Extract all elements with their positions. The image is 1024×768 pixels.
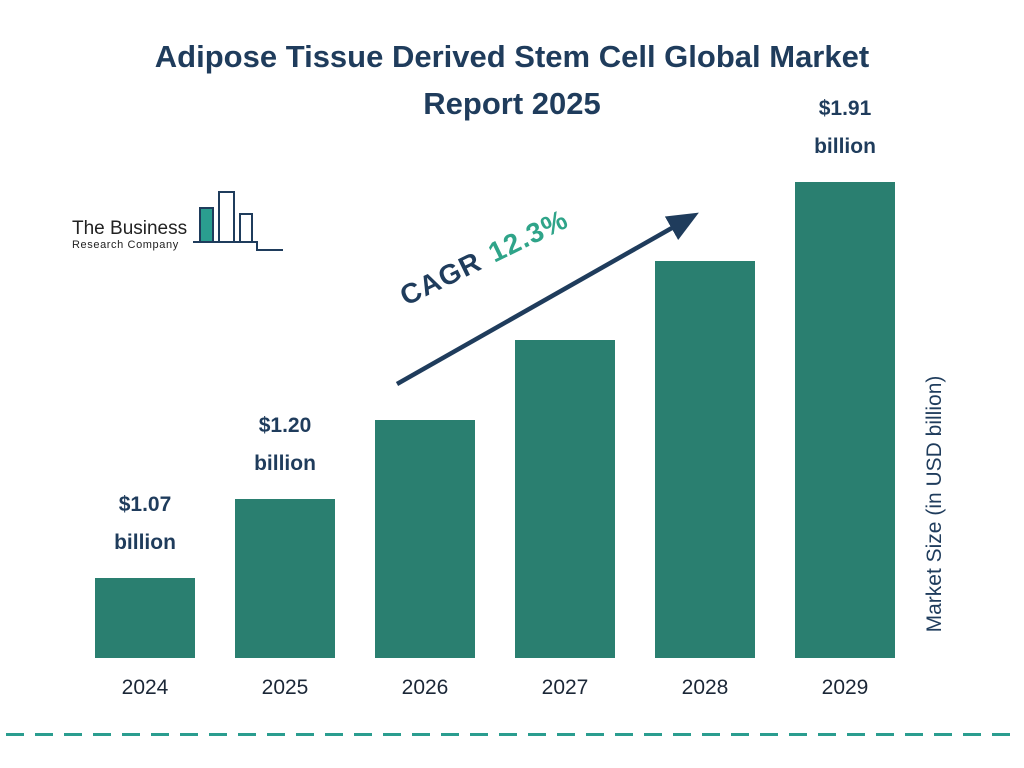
x-tick-2025: 2025	[261, 676, 309, 699]
company-logo-line1: The Business	[72, 217, 188, 239]
bottom-dashed-line	[6, 733, 1018, 736]
bar-value-label-2029: $1.91 billion	[814, 97, 876, 158]
page-title: Adipose Tissue Derived Stem Cell Global …	[154, 39, 870, 121]
x-tick-2029: 2029	[821, 676, 869, 699]
bar-2026	[375, 420, 475, 658]
y-axis-label: Market Size (in USD billion)	[923, 375, 946, 633]
bar-value-label-2024: $1.07 billion	[114, 493, 176, 554]
bar-2024	[95, 578, 195, 658]
cagr-annotation: CAGR12.3%	[395, 203, 573, 312]
x-tick-2024: 2024	[121, 676, 169, 699]
bar-value-label-2025: $1.20 billion	[254, 414, 316, 475]
company-logo-text: The Business Research Company	[72, 218, 187, 252]
x-tick-2028: 2028	[681, 676, 729, 699]
bar-2025	[235, 499, 335, 658]
company-logo-line2: Research Company	[72, 239, 179, 252]
cagr-label: CAGR	[394, 245, 487, 312]
bar-2029	[795, 182, 895, 658]
cagr-value: 12.3%	[483, 203, 573, 269]
bar-chart-logo-icon	[193, 191, 284, 251]
bar-2028	[655, 261, 755, 658]
x-tick-2027: 2027	[541, 676, 589, 699]
bar-2027	[515, 340, 615, 658]
x-tick-2026: 2026	[401, 676, 449, 699]
company-logo: The Business Research Company	[72, 188, 285, 252]
